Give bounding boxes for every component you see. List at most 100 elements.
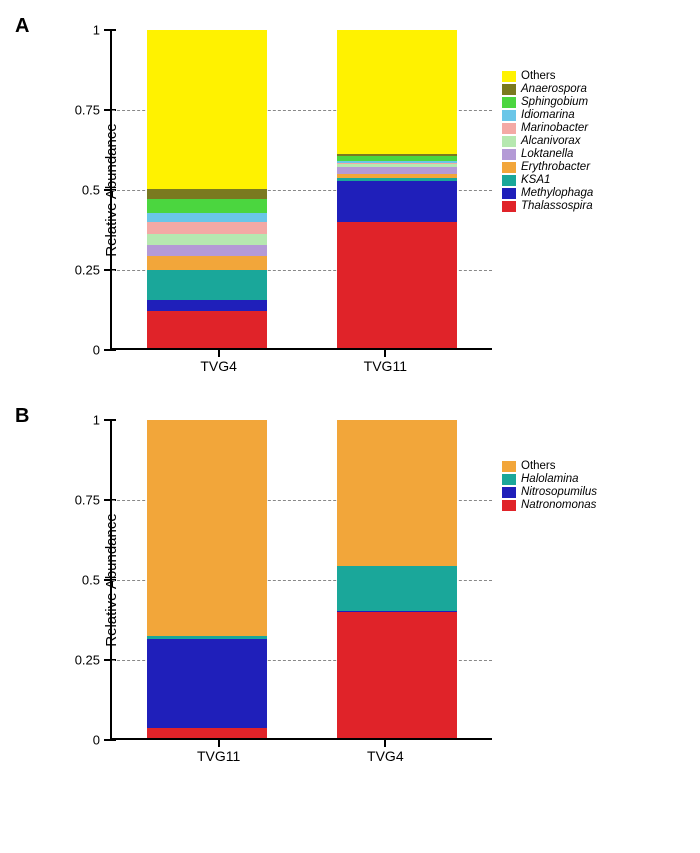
bars-container: [112, 30, 492, 348]
segment-methylophaga: [337, 181, 457, 222]
y-tick-label: 1: [93, 413, 100, 428]
legend-item: Anaerospora: [502, 83, 593, 95]
plot-area: TVG11TVG4: [112, 420, 492, 740]
legend-label: Natronomonas: [521, 499, 596, 511]
segment-marinobacter: [147, 222, 267, 233]
legend-item: Sphingobium: [502, 96, 593, 108]
y-tick-label: 0.75: [75, 493, 100, 508]
legend-label: Halolamina: [521, 473, 579, 485]
legend-item: Loktanella: [502, 148, 593, 160]
x-tick: [218, 350, 220, 357]
bars-container: [112, 420, 492, 738]
y-tick-label: 1: [93, 23, 100, 38]
legend-swatch: [502, 461, 516, 472]
x-tick: [384, 350, 386, 357]
y-axis: 00.250.50.751Relative Abundance: [80, 420, 112, 740]
x-label: TVG11: [197, 748, 240, 764]
x-tick: [384, 740, 386, 747]
legend-label: Erythrobacter: [521, 161, 590, 173]
legend-label: Loktanella: [521, 148, 573, 160]
segment-natronomonas: [147, 728, 267, 738]
segment-thalassospira: [337, 222, 457, 348]
segment-halolamina: [337, 566, 457, 611]
legend-item: Halolamina: [502, 473, 597, 485]
x-label: TVG4: [200, 358, 237, 374]
legend-label: Others: [521, 70, 556, 82]
segment-natronomonas: [337, 612, 457, 738]
legend-label: Sphingobium: [521, 96, 588, 108]
bar: [337, 420, 457, 738]
legend-label: Marinobacter: [521, 122, 588, 134]
legend-swatch: [502, 110, 516, 121]
legend-item: Thalassospira: [502, 200, 593, 212]
legend-swatch: [502, 71, 516, 82]
legend-item: Marinobacter: [502, 122, 593, 134]
legend-item: Idiomarina: [502, 109, 593, 121]
x-label: TVG4: [367, 748, 404, 764]
legend-item: Alcanivorax: [502, 135, 593, 147]
legend-swatch: [502, 84, 516, 95]
y-tick-label: 0.25: [75, 653, 100, 668]
bar: [337, 30, 457, 348]
x-tick: [218, 740, 220, 747]
legend-swatch: [502, 97, 516, 108]
legend-swatch: [502, 123, 516, 134]
segment-idiomarina: [147, 213, 267, 223]
y-tick-label: 0.75: [75, 103, 100, 118]
legend-swatch: [502, 487, 516, 498]
segment-anaerospora: [147, 189, 267, 199]
segment-others: [147, 420, 267, 636]
bar: [147, 420, 267, 738]
y-tick-label: 0.5: [82, 573, 100, 588]
segment-loktanella: [337, 167, 457, 174]
legend-label: KSA1: [521, 174, 550, 186]
legend-label: Anaerospora: [521, 83, 587, 95]
bar: [147, 30, 267, 348]
segment-nitrosopumilus: [147, 639, 267, 728]
legend-swatch: [502, 474, 516, 485]
legend-item: Methylophaga: [502, 187, 593, 199]
segment-methylophaga: [147, 300, 267, 311]
legend-item: Natronomonas: [502, 499, 597, 511]
legend-swatch: [502, 188, 516, 199]
segment-alcanivorax: [147, 234, 267, 245]
chart-wrap: 00.250.50.751Relative AbundanceTVG11TVG4…: [15, 405, 685, 740]
y-tick-label: 0: [93, 343, 100, 358]
legend-swatch: [502, 500, 516, 511]
legend-swatch: [502, 201, 516, 212]
plot-area: TVG4TVG11: [112, 30, 492, 350]
legend-item: Others: [502, 460, 597, 472]
legend-item: KSA1: [502, 174, 593, 186]
segment-loktanella: [147, 245, 267, 256]
legend-item: Others: [502, 70, 593, 82]
segment-erythrobacter: [147, 256, 267, 270]
panel-label: B: [15, 405, 29, 428]
legend-item: Erythrobacter: [502, 161, 593, 173]
segment-sphingobium: [147, 199, 267, 213]
legend-label: Alcanivorax: [521, 135, 580, 147]
legend-item: Nitrosopumilus: [502, 486, 597, 498]
segment-thalassospira: [147, 311, 267, 348]
legend-label: Idiomarina: [521, 109, 575, 121]
panel-A: A00.250.50.751Relative AbundanceTVG4TVG1…: [15, 15, 685, 385]
x-label: TVG11: [364, 358, 407, 374]
segment-others: [337, 420, 457, 566]
segment-others: [337, 30, 457, 154]
legend-swatch: [502, 175, 516, 186]
legend-swatch: [502, 136, 516, 147]
legend-swatch: [502, 149, 516, 160]
legend-label: Methylophaga: [521, 187, 593, 199]
legend-label: Thalassospira: [521, 200, 593, 212]
panel-B: B00.250.50.751Relative AbundanceTVG11TVG…: [15, 405, 685, 775]
chart-wrap: 00.250.50.751Relative AbundanceTVG4TVG11…: [15, 15, 685, 350]
legend-label: Others: [521, 460, 556, 472]
legend-label: Nitrosopumilus: [521, 486, 597, 498]
y-tick-label: 0.25: [75, 263, 100, 278]
y-tick-label: 0.5: [82, 183, 100, 198]
segment-ksa1: [147, 270, 267, 300]
segment-others: [147, 30, 267, 189]
legend: OthersHalolaminaNitrosopumilusNatronomon…: [502, 420, 597, 512]
panel-label: A: [15, 15, 29, 38]
y-axis: 00.250.50.751Relative Abundance: [80, 30, 112, 350]
legend-swatch: [502, 162, 516, 173]
